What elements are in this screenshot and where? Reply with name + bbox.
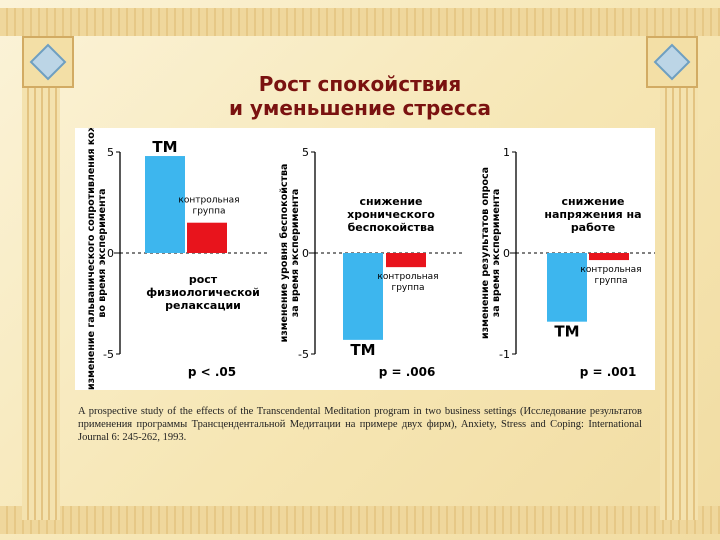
y-tick-label: 5	[302, 146, 309, 159]
bar-tm	[343, 253, 383, 340]
bar-label-control: контрольная группа	[178, 196, 239, 217]
annotation-text: снижение напряжения на работе	[544, 195, 641, 234]
bar-control	[589, 253, 629, 261]
y-tick-label: -1	[499, 348, 510, 361]
annotation-text: рост физиологической релаксации	[146, 273, 260, 312]
y-axis-label: изменение уровня беспокойстваза время эк…	[279, 164, 301, 343]
bar-label-tm: ТМ	[152, 138, 177, 156]
y-tick-label: 1	[503, 146, 510, 159]
citation-caption: A prospective study of the effects of th…	[78, 406, 642, 443]
y-axis-label: изменение результатов опросаза время экс…	[480, 167, 502, 339]
annotation-text: снижение хронического беспокойства	[347, 195, 435, 234]
bar-label-tm: ТМ	[554, 323, 579, 341]
y-tick-label: 0	[503, 247, 510, 260]
y-axis-label: изменение гальванического сопротивления …	[86, 128, 108, 390]
p-value-label: p = .001	[580, 365, 637, 379]
slide-title-line-1: Рост спокойствия	[258, 72, 462, 96]
ornament-corner-left-icon	[22, 36, 74, 88]
decorative-pillar-left	[22, 40, 60, 520]
bar-tm	[547, 253, 587, 322]
decorative-frame-bottom	[0, 506, 720, 534]
y-tick-label: -5	[298, 348, 309, 361]
bar-label-tm: ТМ	[350, 341, 375, 359]
slide-title-line-2: и уменьшение стресса	[228, 96, 492, 120]
bar-label-control: контрольная группа	[377, 272, 438, 293]
chart-panel: 5 0 -5 изменение гальванического сопротивле…	[75, 128, 655, 390]
bar-control	[386, 253, 426, 268]
bar-control	[187, 222, 227, 253]
y-tick-label: 5	[107, 146, 114, 159]
decorative-pillar-right	[660, 40, 698, 520]
ornament-corner-right-icon	[646, 36, 698, 88]
p-value-label: p < .05	[188, 365, 236, 379]
y-tick-label: -5	[103, 348, 114, 361]
y-tick-label: 0	[302, 247, 309, 260]
y-tick-label: 0	[107, 247, 114, 260]
p-value-label: p = .006	[379, 365, 436, 379]
decorative-frame-top	[0, 8, 720, 36]
bar-label-control: контрольная группа	[580, 265, 641, 286]
bar-tm	[145, 156, 185, 253]
